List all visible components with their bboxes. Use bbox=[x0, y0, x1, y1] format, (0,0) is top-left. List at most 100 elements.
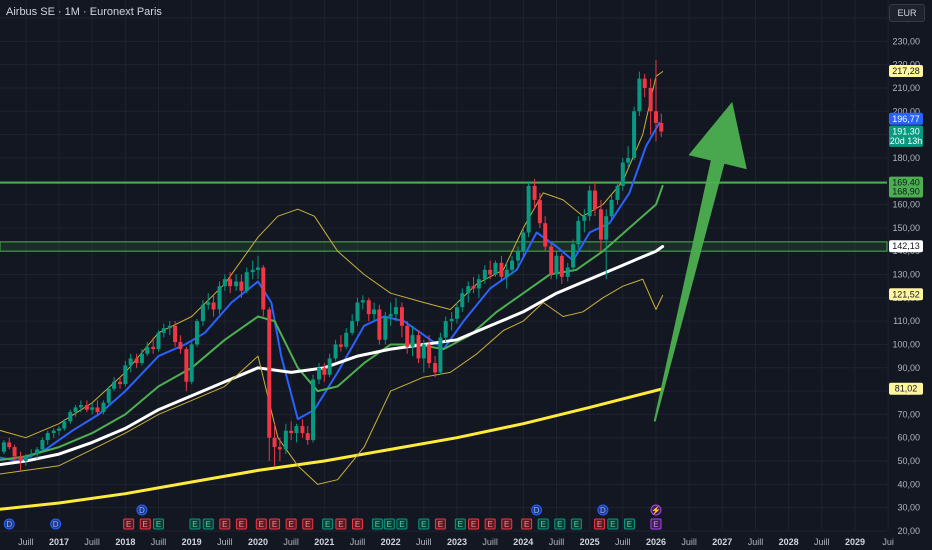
candle-body bbox=[449, 318, 454, 322]
candle-body bbox=[62, 421, 67, 429]
candle bbox=[7, 437, 12, 450]
candle-body bbox=[267, 309, 272, 438]
ma-yellow-line bbox=[0, 387, 665, 511]
earnings-neg-marker: E bbox=[335, 518, 347, 530]
candle bbox=[360, 295, 365, 310]
marker-label: E bbox=[259, 520, 264, 529]
candle-body bbox=[554, 255, 559, 275]
marker-label: E bbox=[387, 520, 392, 529]
candle bbox=[84, 400, 89, 413]
earnings-pos-marker: E bbox=[418, 518, 430, 530]
candle-body bbox=[587, 190, 592, 217]
trend-arrow-shape bbox=[653, 101, 747, 422]
earnings-neg-marker: E bbox=[219, 518, 231, 530]
candle bbox=[173, 321, 178, 347]
candle-body bbox=[642, 78, 647, 88]
marker-square bbox=[418, 518, 430, 530]
marker-label: E bbox=[504, 520, 509, 529]
candle-body bbox=[200, 304, 205, 322]
candle bbox=[521, 227, 526, 256]
candle bbox=[200, 300, 205, 326]
upcoming-marker: E bbox=[650, 518, 662, 530]
candle bbox=[410, 325, 415, 357]
candle-body bbox=[1, 442, 6, 452]
candle bbox=[554, 251, 559, 280]
candle bbox=[128, 353, 133, 373]
price-label-bg bbox=[889, 185, 923, 198]
candle-body bbox=[526, 185, 531, 233]
candle-body bbox=[261, 267, 266, 310]
price-label-text: 20d 13h bbox=[890, 136, 923, 146]
chart-grid bbox=[0, 0, 889, 532]
candle bbox=[383, 311, 388, 345]
candle bbox=[35, 447, 40, 459]
marker-label: E bbox=[143, 520, 148, 529]
candle bbox=[438, 332, 443, 375]
time-tick-label: Juill bbox=[814, 537, 830, 547]
candle-body bbox=[350, 321, 355, 333]
price-label: 168,90 bbox=[889, 185, 923, 198]
time-tick-label: 2028 bbox=[779, 537, 799, 547]
earnings-neg-marker: E bbox=[351, 518, 363, 530]
candle bbox=[333, 339, 338, 361]
candle bbox=[194, 318, 199, 347]
candle-body bbox=[184, 349, 189, 382]
candle bbox=[355, 297, 360, 326]
candle bbox=[51, 428, 56, 438]
price-tick-label: 60,00 bbox=[897, 433, 920, 443]
marker-circle bbox=[3, 518, 15, 530]
time-tick-label: Juill bbox=[283, 537, 299, 547]
earnings-neg-marker: E bbox=[302, 518, 314, 530]
price-tick-label: 50,00 bbox=[897, 456, 920, 466]
marker-label: E bbox=[458, 520, 463, 529]
time-tick-label: 2020 bbox=[248, 537, 268, 547]
candle bbox=[582, 209, 587, 233]
candle bbox=[476, 274, 481, 298]
candle-body bbox=[466, 286, 471, 294]
time-tick-label: Juill bbox=[748, 537, 764, 547]
earnings-neg-marker: E bbox=[269, 518, 281, 530]
candle-body bbox=[84, 405, 89, 410]
candle-body bbox=[311, 379, 316, 441]
marker-label: D bbox=[600, 506, 606, 515]
candle-body bbox=[410, 335, 415, 347]
marker-label: E bbox=[288, 520, 293, 529]
price-label-bg bbox=[889, 125, 923, 138]
candle-body bbox=[482, 269, 487, 280]
marker-label: E bbox=[272, 520, 277, 529]
candle-body bbox=[217, 286, 222, 310]
candle-body bbox=[543, 223, 548, 247]
price-label-text: 81,02 bbox=[895, 384, 918, 394]
candle-body bbox=[211, 302, 216, 310]
candle bbox=[1, 440, 6, 455]
marker-label: E bbox=[438, 520, 443, 529]
time-tick-label: Juill bbox=[482, 537, 498, 547]
candle-body bbox=[565, 267, 570, 277]
time-tick-label: Jui bbox=[882, 537, 894, 547]
ema-blue-line bbox=[0, 121, 661, 462]
candle-body bbox=[504, 269, 509, 277]
candle-body bbox=[609, 199, 614, 217]
price-label-text: 191,30 bbox=[892, 127, 920, 137]
currency-button[interactable]: EUR bbox=[889, 4, 925, 22]
price-label: 20d 13h bbox=[889, 134, 923, 147]
candle bbox=[178, 335, 183, 354]
candle-body bbox=[40, 440, 45, 450]
candle-body bbox=[145, 346, 150, 354]
candle-body bbox=[427, 344, 432, 364]
marker-label: E bbox=[206, 520, 211, 529]
time-tick-label: 2022 bbox=[381, 537, 401, 547]
price-tick-label: 200,00 bbox=[892, 106, 920, 116]
indicator-lines bbox=[0, 71, 665, 511]
candle-body bbox=[106, 388, 111, 403]
candle-body bbox=[648, 87, 653, 112]
time-tick-label: 2026 bbox=[646, 537, 666, 547]
candle-body bbox=[405, 325, 410, 347]
candle-body bbox=[626, 157, 631, 163]
candle bbox=[454, 302, 459, 324]
marker-square bbox=[434, 518, 446, 530]
candle-body bbox=[112, 381, 117, 389]
marker-square bbox=[396, 518, 408, 530]
candle-body bbox=[57, 428, 61, 431]
